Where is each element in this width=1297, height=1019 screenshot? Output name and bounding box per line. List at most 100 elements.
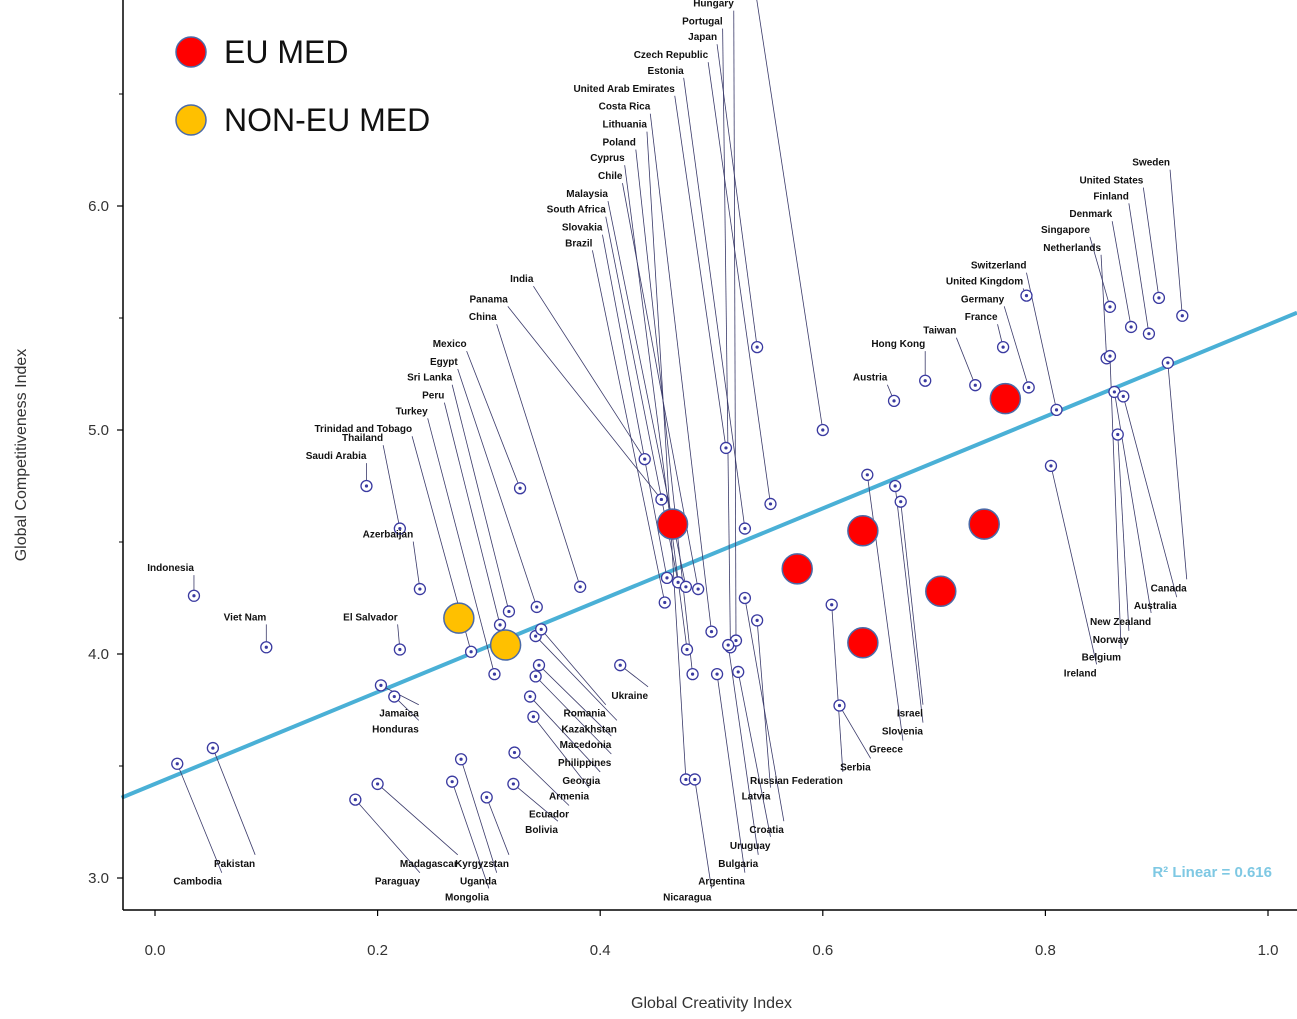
point-label: Peru [422, 391, 444, 402]
leader-line [695, 779, 712, 888]
leader-line [428, 418, 495, 674]
data-point-center [756, 346, 759, 349]
data-point-center [518, 487, 521, 490]
point-label: Estonia [648, 66, 685, 77]
data-point-center [743, 596, 746, 599]
data-point-center [265, 646, 268, 649]
leader-line [1170, 170, 1182, 316]
data-point-center [734, 639, 737, 642]
leader-line [1051, 466, 1097, 665]
data-point-center [176, 762, 179, 765]
data-point-center [1130, 325, 1133, 328]
data-point-center [691, 673, 694, 676]
point-label: Pakistan [214, 859, 255, 870]
data-point-center [535, 605, 538, 608]
point-label: Taiwan [923, 326, 956, 337]
data-point-center [665, 576, 668, 579]
leader-line [738, 672, 770, 837]
data-point-center [528, 695, 531, 698]
point-label: Mongolia [445, 892, 489, 903]
data-point-center [354, 798, 357, 801]
point-label: Ecuador [529, 810, 569, 821]
leader-line [1129, 203, 1149, 333]
point-label: Panama [469, 294, 508, 305]
point-label: Cyprus [590, 153, 625, 164]
data-point-center [715, 673, 718, 676]
point-label: Turkey [396, 406, 428, 417]
point-label: Nicaragua [663, 892, 712, 903]
data-point-center [684, 778, 687, 781]
point-label: Sri Lanka [407, 373, 452, 384]
point-label: Paraguay [375, 877, 420, 888]
point-label: Finland [1093, 191, 1129, 202]
data-point-center [1147, 332, 1150, 335]
legend: EU MEDNON-EU MED [176, 34, 430, 138]
point-label: Malaysia [566, 189, 608, 200]
data-point-center [393, 695, 396, 698]
data-point-center [693, 778, 696, 781]
data-point-center [830, 603, 833, 606]
data-point-center [838, 704, 841, 707]
point-label: Kyrgyzstan [455, 859, 509, 870]
point-label: Saudi Arabia [306, 451, 367, 462]
point-label: Brazil [565, 238, 592, 249]
leader-line [756, 0, 823, 430]
data-point-center [1027, 386, 1030, 389]
data-point-center [756, 619, 759, 622]
leader-line [1143, 188, 1159, 298]
data-point-center [743, 527, 746, 530]
data-point-center [924, 379, 927, 382]
data-point-center [1055, 408, 1058, 411]
data-point-center [498, 623, 501, 626]
point-label: Singapore [1041, 225, 1090, 236]
data-point-center [899, 500, 902, 503]
point-label: Hungary [693, 0, 734, 10]
point-label: Canada [1151, 583, 1188, 594]
leader-line [541, 629, 606, 704]
data-point-center [685, 648, 688, 651]
point-label: Jamaica [379, 709, 419, 720]
point-label: Bulgaria [718, 859, 758, 870]
data-point-center [1181, 314, 1184, 317]
legend-marker [176, 37, 206, 67]
x-tick-label: 0.0 [145, 942, 166, 959]
x-tick-label: 0.8 [1035, 942, 1056, 959]
point-label: Belgium [1082, 653, 1122, 664]
eu-med-marker [848, 628, 878, 658]
data-point-center [894, 484, 897, 487]
legend-label: NON-EU MED [224, 102, 430, 138]
x-tick-label: 1.0 [1258, 942, 1279, 959]
point-label: Costa Rica [599, 102, 651, 113]
x-tick-label: 0.6 [812, 942, 833, 959]
non-eu-med-marker [444, 603, 474, 633]
point-label: Mexico [433, 339, 467, 350]
leader-line [832, 605, 843, 772]
point-label: Honduras [372, 724, 419, 735]
point-label: New Zealand [1090, 617, 1151, 628]
x-tick-label: 0.2 [367, 942, 388, 959]
data-point-center [507, 610, 510, 613]
point-label: Slovenia [882, 727, 924, 738]
data-point-center [663, 601, 666, 604]
point-label: Ukraine [611, 691, 648, 702]
point-label: South Africa [547, 205, 607, 216]
point-label: Serbia [840, 762, 871, 773]
leader-line [675, 96, 726, 448]
data-point-center [1108, 354, 1111, 357]
point-label: Norway [1093, 635, 1130, 646]
data-point-center [418, 587, 421, 590]
non-eu-med-marker [491, 630, 521, 660]
leader-line [508, 306, 662, 499]
point-label: Slovakia [562, 223, 603, 234]
leader-line [956, 338, 975, 386]
point-label: Uganda [460, 877, 497, 888]
leader-line [461, 759, 497, 872]
data-point-center [821, 428, 824, 431]
data-point-center [1025, 294, 1028, 297]
leader-line [383, 445, 400, 528]
data-point-center [398, 648, 401, 651]
data-point-center [619, 664, 622, 667]
data-point-center [579, 585, 582, 588]
y-tick-label: 4.0 [88, 646, 109, 663]
point-label: Russian Federation [750, 776, 843, 787]
